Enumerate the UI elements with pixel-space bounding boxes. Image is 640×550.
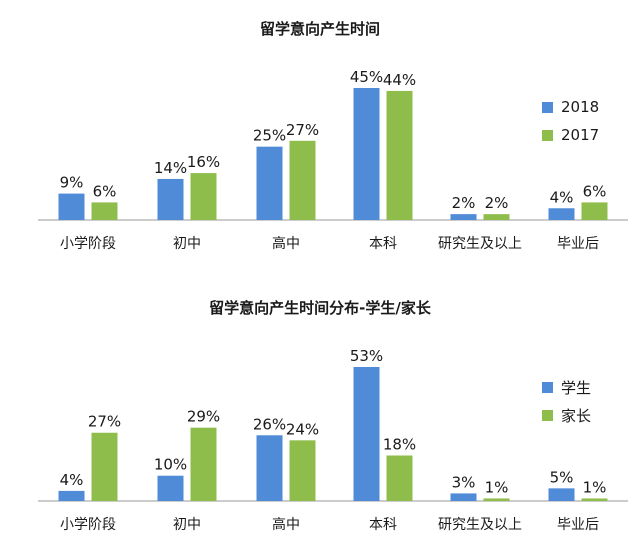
data-label-2-5: 1% <box>485 478 509 496</box>
legend: 2018 2017 <box>542 93 599 149</box>
x-tick-label-1: 小学阶段 <box>60 517 116 533</box>
bar-2-2 <box>190 427 217 501</box>
legend-label-parent: 家长 <box>561 406 592 425</box>
x-tick-label-2: 初中 <box>173 516 201 533</box>
data-label-2-1: 27% <box>88 413 121 431</box>
legend-item-student: 学生 <box>542 373 591 401</box>
data-label-2-1: 6% <box>93 182 117 200</box>
chart-title: 留学意向产生时间 <box>259 20 380 38</box>
data-label-1-4: 45% <box>350 68 383 86</box>
data-label-1-6: 4% <box>550 188 574 206</box>
x-tick-label-3: 高中 <box>272 235 300 252</box>
chart-panel-student-parent: 留学意向产生时间分布-学生/家长 4% 27% 小学阶段 10% 29% 初中 26% 24%… <box>0 275 640 550</box>
x-tick-label-6: 毕业后 <box>557 236 599 252</box>
legend-swatch-student <box>542 381 553 393</box>
bar-2-4 <box>386 90 413 220</box>
data-label-2-3: 27% <box>286 121 319 139</box>
legend: 学生 家长 <box>542 373 591 429</box>
legend-item-2017: 2017 <box>542 121 599 149</box>
x-tick-label-3: 高中 <box>272 516 300 533</box>
bar-1-3 <box>256 435 283 501</box>
data-label-1-1: 9% <box>60 174 84 192</box>
data-label-2-6: 1% <box>583 478 607 496</box>
bar-1-4 <box>353 367 380 501</box>
bar-1-1 <box>58 193 85 220</box>
data-label-1-2: 10% <box>154 456 187 474</box>
bar-1-1 <box>58 490 85 501</box>
data-label-1-2: 14% <box>154 159 187 177</box>
x-tick-label-1: 小学阶段 <box>60 236 116 252</box>
legend-label-student: 学生 <box>561 378 592 397</box>
x-tick-label-5: 研究生及以上 <box>438 236 522 252</box>
x-tick-label-4: 本科 <box>369 236 397 252</box>
data-label-1-3: 25% <box>253 127 286 145</box>
data-label-2-4: 44% <box>383 71 416 89</box>
legend-label-2018: 2018 <box>561 98 600 116</box>
bar-2-6 <box>581 498 608 501</box>
data-label-2-6: 6% <box>583 182 607 200</box>
x-tick-label-4: 本科 <box>369 517 397 533</box>
data-label-2-4: 18% <box>383 435 416 453</box>
legend-swatch-2018 <box>542 101 553 113</box>
data-label-1-5: 3% <box>452 473 476 491</box>
legend-item-parent: 家长 <box>542 401 591 429</box>
legend-item-2018: 2018 <box>542 93 599 121</box>
data-label-1-4: 53% <box>350 347 383 365</box>
legend-label-2017: 2017 <box>561 126 600 144</box>
data-label-1-6: 5% <box>550 468 574 486</box>
bar-2-5 <box>483 214 510 220</box>
data-label-1-3: 26% <box>253 415 286 433</box>
bar-1-2 <box>157 178 184 220</box>
legend-swatch-2017 <box>542 129 553 141</box>
bar-2-2 <box>190 173 217 220</box>
legend-swatch-parent <box>542 409 553 421</box>
bar-2-3 <box>289 140 316 220</box>
bar-chart-student-parent: 4% 27% 小学阶段 10% 29% 初中 26% 24% 高中 53% 18% 本科 3% 1% 研究生… <box>38 347 628 533</box>
bar-2-5 <box>483 498 510 501</box>
x-tick-label-6: 毕业后 <box>557 517 599 533</box>
bar-1-6 <box>548 208 575 220</box>
data-label-2-3: 24% <box>286 420 319 438</box>
bar-1-3 <box>256 146 283 220</box>
bar-2-3 <box>289 440 316 501</box>
x-tick-label-2: 初中 <box>173 235 201 252</box>
bar-1-5 <box>450 214 477 220</box>
bar-1-6 <box>548 488 575 501</box>
data-label-2-2: 16% <box>187 153 220 171</box>
bar-2-1 <box>91 202 118 220</box>
x-tick-label-5: 研究生及以上 <box>438 517 522 533</box>
data-label-1-5: 2% <box>452 194 476 212</box>
bar-1-2 <box>157 475 184 501</box>
bar-1-4 <box>353 88 380 220</box>
bar-2-6 <box>581 202 608 220</box>
bar-chart-intention-time: 9% 6% 小学阶段 14% 16% 初中 25% 27% 高中 45% 44% 本科 2% 2% 研究生及… <box>38 68 628 252</box>
chart-panel-intention-time: 留学意向产生时间 9% 6% 小学阶段 14% 16% 初中 25% 27% 高中 45% 44% 本… <box>38 20 628 252</box>
data-label-2-5: 2% <box>485 194 509 212</box>
data-label-1-1: 4% <box>60 471 84 489</box>
chart-title: 留学意向产生时间分布-学生/家长 <box>209 299 431 317</box>
data-label-2-2: 29% <box>187 408 220 426</box>
bar-1-5 <box>450 493 477 501</box>
bar-2-4 <box>386 455 413 501</box>
bar-2-1 <box>91 432 118 501</box>
